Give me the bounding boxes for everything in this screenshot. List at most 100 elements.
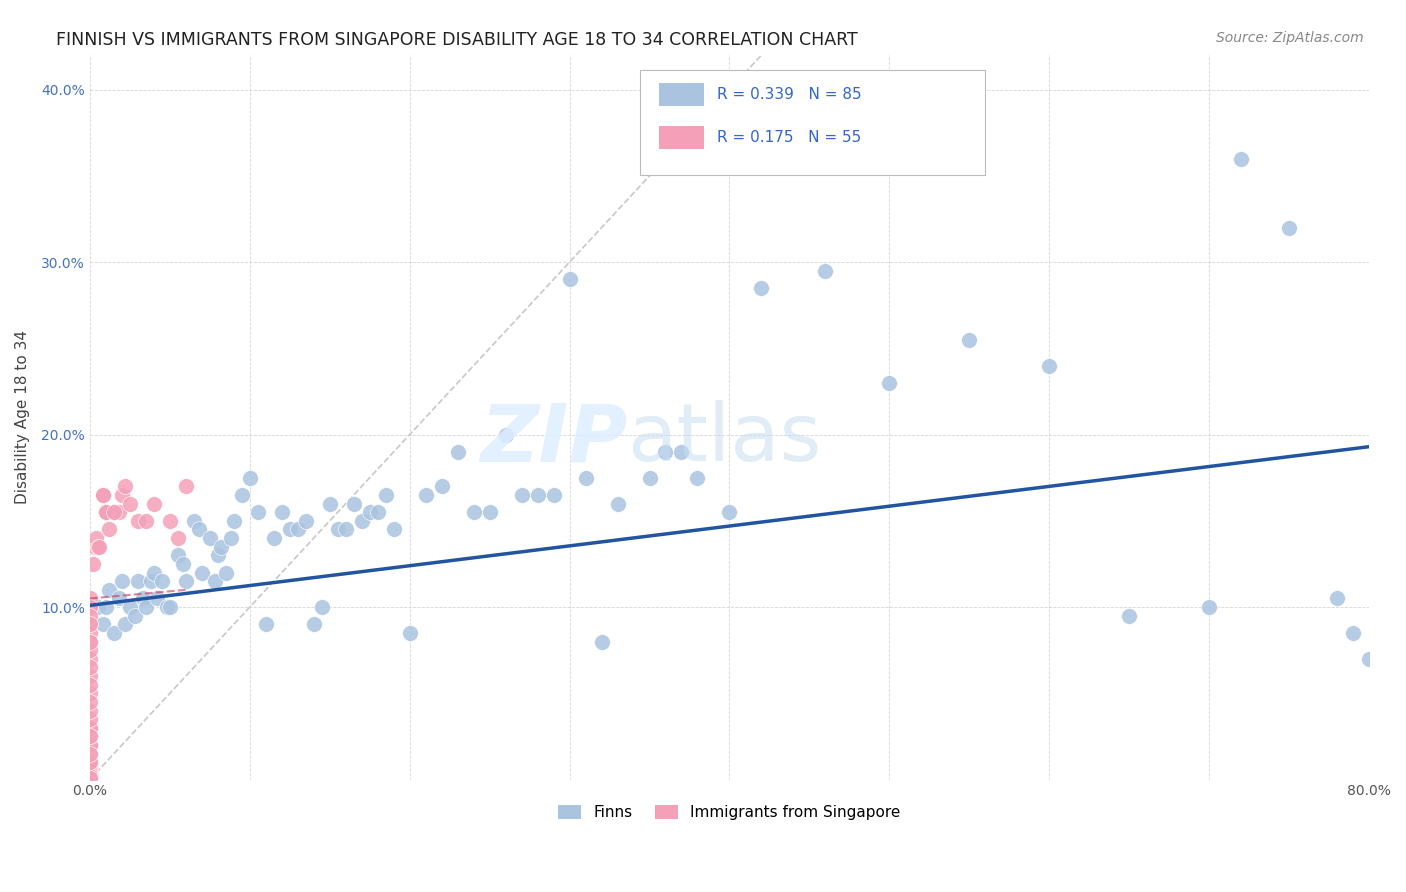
Text: R = 0.175   N = 55: R = 0.175 N = 55 — [717, 130, 860, 145]
Point — [98, 582, 121, 597]
Point — [166, 549, 188, 563]
Point — [79, 756, 101, 770]
Point — [654, 445, 676, 459]
Point — [91, 617, 114, 632]
Point — [79, 767, 101, 781]
Point — [142, 497, 165, 511]
Point — [111, 574, 134, 589]
Point — [191, 566, 214, 580]
Point — [302, 617, 325, 632]
Point — [79, 769, 101, 783]
Point — [311, 600, 333, 615]
Point — [463, 505, 485, 519]
Point — [79, 730, 101, 744]
Point — [246, 505, 269, 519]
Point — [430, 479, 453, 493]
Point — [174, 479, 197, 493]
Point — [495, 427, 517, 442]
Point — [359, 505, 381, 519]
Point — [638, 471, 661, 485]
Point — [111, 488, 134, 502]
Point — [1326, 591, 1348, 606]
Text: ZIP: ZIP — [479, 401, 627, 478]
Point — [263, 531, 285, 545]
Point — [118, 600, 141, 615]
Point — [103, 505, 125, 519]
Point — [204, 574, 226, 589]
Point — [510, 488, 533, 502]
Point — [686, 471, 709, 485]
Point — [84, 531, 107, 545]
Point — [814, 264, 837, 278]
Point — [207, 549, 229, 563]
Point — [150, 574, 173, 589]
Point — [187, 523, 209, 537]
Point — [79, 738, 101, 752]
Point — [79, 617, 101, 632]
Point — [107, 591, 129, 606]
Point — [118, 497, 141, 511]
Point — [166, 531, 188, 545]
Point — [79, 730, 101, 744]
Point — [79, 747, 101, 761]
Text: FINNISH VS IMMIGRANTS FROM SINGAPORE DISABILITY AGE 18 TO 34 CORRELATION CHART: FINNISH VS IMMIGRANTS FROM SINGAPORE DIS… — [56, 31, 858, 49]
Point — [79, 721, 101, 735]
Point — [415, 488, 437, 502]
Point — [239, 471, 262, 485]
Point — [79, 600, 101, 615]
Point — [294, 514, 316, 528]
Point — [107, 505, 129, 519]
Point — [103, 626, 125, 640]
Point — [219, 531, 242, 545]
Point — [278, 523, 301, 537]
Point — [98, 523, 121, 537]
Point — [79, 678, 101, 692]
Point — [79, 764, 101, 778]
Point — [79, 634, 101, 648]
Point — [1118, 608, 1140, 623]
Point — [318, 497, 340, 511]
Point — [543, 488, 565, 502]
Point — [558, 272, 581, 286]
Point — [183, 514, 205, 528]
Point — [270, 505, 292, 519]
Point — [1389, 203, 1406, 218]
Point — [287, 523, 309, 537]
Point — [382, 523, 405, 537]
Point — [751, 281, 773, 295]
Text: R = 0.339   N = 85: R = 0.339 N = 85 — [717, 87, 862, 102]
Point — [526, 488, 548, 502]
Text: Source: ZipAtlas.com: Source: ZipAtlas.com — [1216, 31, 1364, 45]
Point — [114, 617, 136, 632]
FancyBboxPatch shape — [640, 70, 986, 175]
Point — [335, 523, 357, 537]
Point — [127, 574, 149, 589]
Point — [94, 600, 117, 615]
Point — [79, 747, 101, 761]
Point — [574, 471, 596, 485]
Point — [142, 566, 165, 580]
Point — [222, 514, 245, 528]
Point — [94, 505, 117, 519]
Point — [146, 591, 169, 606]
Point — [215, 566, 238, 580]
Point — [87, 540, 110, 554]
Point — [91, 488, 114, 502]
Point — [79, 738, 101, 752]
Point — [478, 505, 501, 519]
Point — [350, 514, 373, 528]
Point — [79, 660, 101, 674]
Point — [174, 574, 197, 589]
Point — [87, 600, 110, 615]
Point — [879, 376, 901, 390]
Y-axis label: Disability Age 18 to 34: Disability Age 18 to 34 — [15, 330, 30, 504]
Bar — [659, 126, 704, 149]
Point — [79, 591, 101, 606]
Point — [124, 608, 146, 623]
Point — [79, 634, 101, 648]
Point — [374, 488, 396, 502]
Point — [79, 608, 101, 623]
Point — [1198, 600, 1220, 615]
Bar — [659, 83, 704, 106]
Point — [79, 712, 101, 726]
